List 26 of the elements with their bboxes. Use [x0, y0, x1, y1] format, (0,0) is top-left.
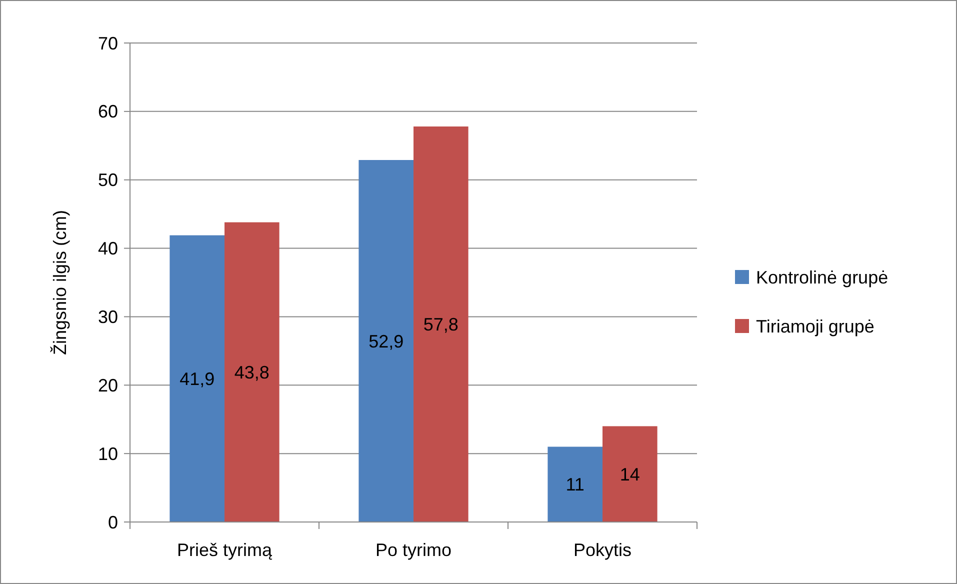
data-label: 43,8: [234, 362, 270, 382]
data-label: 14: [620, 464, 640, 484]
data-label: 57,8: [423, 314, 458, 335]
bar: [548, 446, 602, 522]
data-label: 11: [566, 474, 584, 495]
x-tick-label: Pokytis: [573, 540, 632, 560]
bar: [602, 426, 658, 522]
bar: [414, 126, 468, 522]
y-tick-label: 0: [108, 512, 118, 532]
bar: [358, 160, 414, 522]
y-tick-label: 50: [98, 170, 118, 190]
y-tick-label: 70: [98, 33, 118, 54]
y-tick-label: 40: [98, 238, 118, 259]
data-label: 52,9: [368, 331, 404, 352]
y-tick-label: 20: [98, 375, 118, 396]
y-tick-label: 30: [98, 307, 118, 328]
y-tick-label: 60: [98, 102, 118, 122]
y-axis-title: Žingsnio ilgis (cm): [50, 210, 70, 356]
data-label: 41,9: [180, 368, 215, 389]
x-tick-label: Prieš tyrimą: [176, 540, 273, 560]
bar: [170, 235, 224, 522]
y-tick-label: 10: [98, 444, 118, 464]
x-tick-label: Po tyrimo: [375, 540, 452, 560]
legend-label: Kontrolinė grupė: [756, 267, 888, 288]
bar: [224, 222, 280, 522]
legend-label: Tiriamoji grupė: [756, 316, 874, 336]
